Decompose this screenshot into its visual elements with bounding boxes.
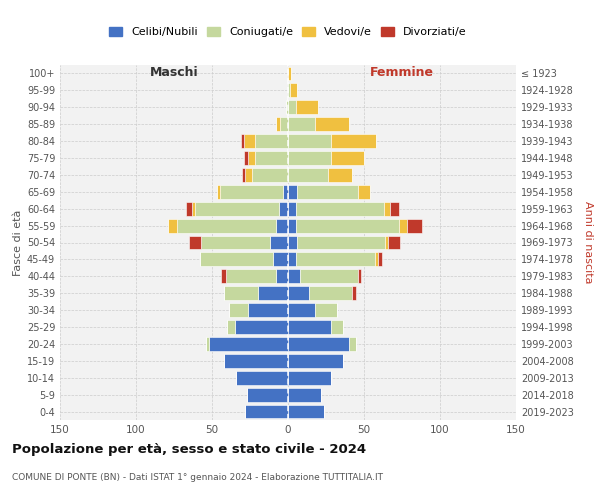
Y-axis label: Anni di nascita: Anni di nascita [583,201,593,284]
Bar [316,303,337,317]
Bar [270,236,288,250]
Bar [288,185,297,198]
Bar [331,151,364,165]
Bar [202,236,270,250]
Bar [296,218,399,232]
Bar [288,388,322,402]
Bar [288,337,349,351]
Bar [273,252,288,266]
Bar [192,202,195,215]
Bar [358,185,370,198]
Bar [297,236,385,250]
Bar [245,404,288,418]
Bar [316,117,349,131]
Bar [290,84,297,98]
Y-axis label: Fasce di età: Fasce di età [13,210,23,276]
Bar [257,286,288,300]
Bar [288,270,300,283]
Bar [217,185,220,198]
Bar [288,320,331,334]
Bar [358,270,361,283]
Bar [241,134,244,148]
Bar [384,202,390,215]
Bar [388,236,400,250]
Legend: Celibi/Nubili, Coniugati/e, Vedovi/e, Divorziati/e: Celibi/Nubili, Coniugati/e, Vedovi/e, Di… [107,24,469,40]
Bar [248,303,288,317]
Bar [224,354,288,368]
Bar [276,117,280,131]
Bar [226,270,276,283]
Bar [352,286,356,300]
Bar [296,202,384,215]
Text: Femmine: Femmine [370,66,434,79]
Bar [288,134,331,148]
Bar [288,371,331,384]
Bar [288,168,328,182]
Bar [186,202,192,215]
Bar [331,320,343,334]
Bar [288,66,291,80]
Bar [296,100,319,114]
Bar [220,185,283,198]
Bar [221,270,226,283]
Bar [385,236,388,250]
Bar [276,218,288,232]
Bar [227,320,235,334]
Bar [229,303,248,317]
Bar [224,286,257,300]
Bar [300,270,358,283]
Bar [247,388,288,402]
Bar [374,252,377,266]
Bar [242,168,245,182]
Bar [390,202,399,215]
Bar [235,320,288,334]
Bar [254,151,288,165]
Bar [283,185,288,198]
Text: Popolazione per età, sesso e stato civile - 2024: Popolazione per età, sesso e stato civil… [12,442,366,456]
Bar [276,270,288,283]
Bar [288,404,325,418]
Bar [280,117,288,131]
Bar [251,168,288,182]
Bar [297,185,358,198]
Bar [288,218,296,232]
Bar [288,252,296,266]
Bar [288,151,331,165]
Bar [288,286,309,300]
Bar [288,236,297,250]
Bar [236,371,288,384]
Bar [399,218,407,232]
Bar [331,134,376,148]
Bar [168,218,177,232]
Text: COMUNE DI PONTE (BN) - Dati ISTAT 1° gennaio 2024 - Elaborazione TUTTITALIA.IT: COMUNE DI PONTE (BN) - Dati ISTAT 1° gen… [12,472,383,482]
Bar [288,202,296,215]
Bar [407,218,422,232]
Bar [288,354,343,368]
Bar [177,218,276,232]
Bar [288,84,290,98]
Bar [244,151,248,165]
Bar [195,202,279,215]
Bar [248,151,254,165]
Bar [200,252,273,266]
Bar [279,202,288,215]
Bar [209,337,288,351]
Bar [349,337,356,351]
Bar [286,100,288,114]
Bar [377,252,382,266]
Bar [328,168,352,182]
Bar [309,286,352,300]
Bar [288,117,316,131]
Bar [189,236,202,250]
Bar [288,303,316,317]
Bar [206,337,209,351]
Bar [244,134,254,148]
Bar [288,100,296,114]
Bar [245,168,251,182]
Bar [296,252,374,266]
Bar [254,134,288,148]
Text: Maschi: Maschi [149,66,199,79]
